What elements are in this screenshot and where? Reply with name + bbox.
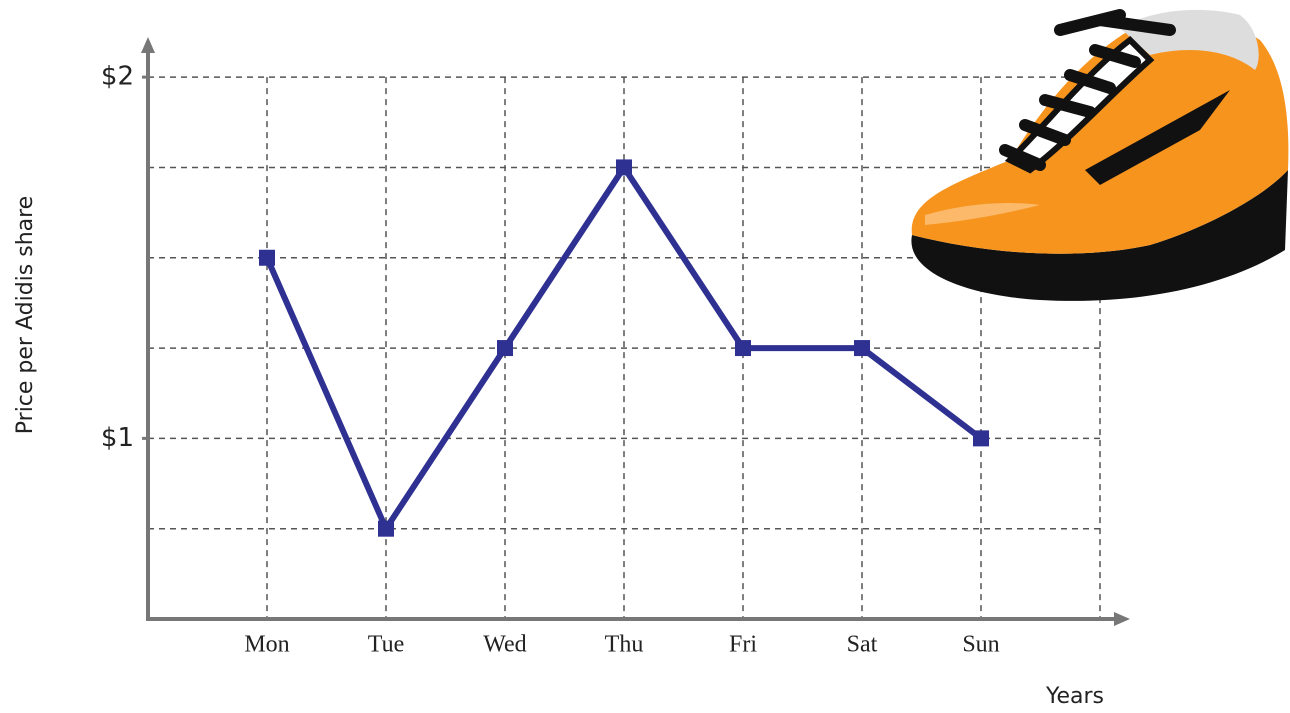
y-tick-label: $2: [101, 62, 134, 92]
y-tick-label: $1: [101, 423, 134, 453]
chart: $1 $2 Mon Tue Wed Thu Fri Sat Sun Price per Adid…: [0, 0, 1290, 713]
plot-area: $1 $2 Mon Tue Wed Thu Fri Sat Sun: [101, 37, 1130, 658]
data-point: [735, 340, 751, 356]
x-tick-label: Sun: [962, 632, 999, 658]
y-axis-title: Price per Adidis share: [13, 196, 38, 434]
data-point: [497, 340, 513, 356]
x-axis-title: Years: [1045, 684, 1104, 709]
data-point: [378, 521, 394, 537]
x-tick-label: Tue: [368, 632, 404, 658]
x-tick-label: Sat: [847, 632, 878, 658]
x-axis-arrow: [1114, 612, 1130, 626]
x-tick-label: Wed: [483, 632, 526, 658]
x-tick-label: Fri: [729, 632, 757, 658]
data-point: [616, 159, 632, 175]
y-axis-arrow: [141, 37, 155, 53]
x-tick-label: Thu: [605, 632, 644, 658]
x-tick-label: Mon: [244, 632, 289, 658]
data-point: [854, 340, 870, 356]
shoe-illustration: [911, 10, 1288, 301]
data-point: [973, 430, 989, 446]
data-point: [259, 250, 275, 266]
